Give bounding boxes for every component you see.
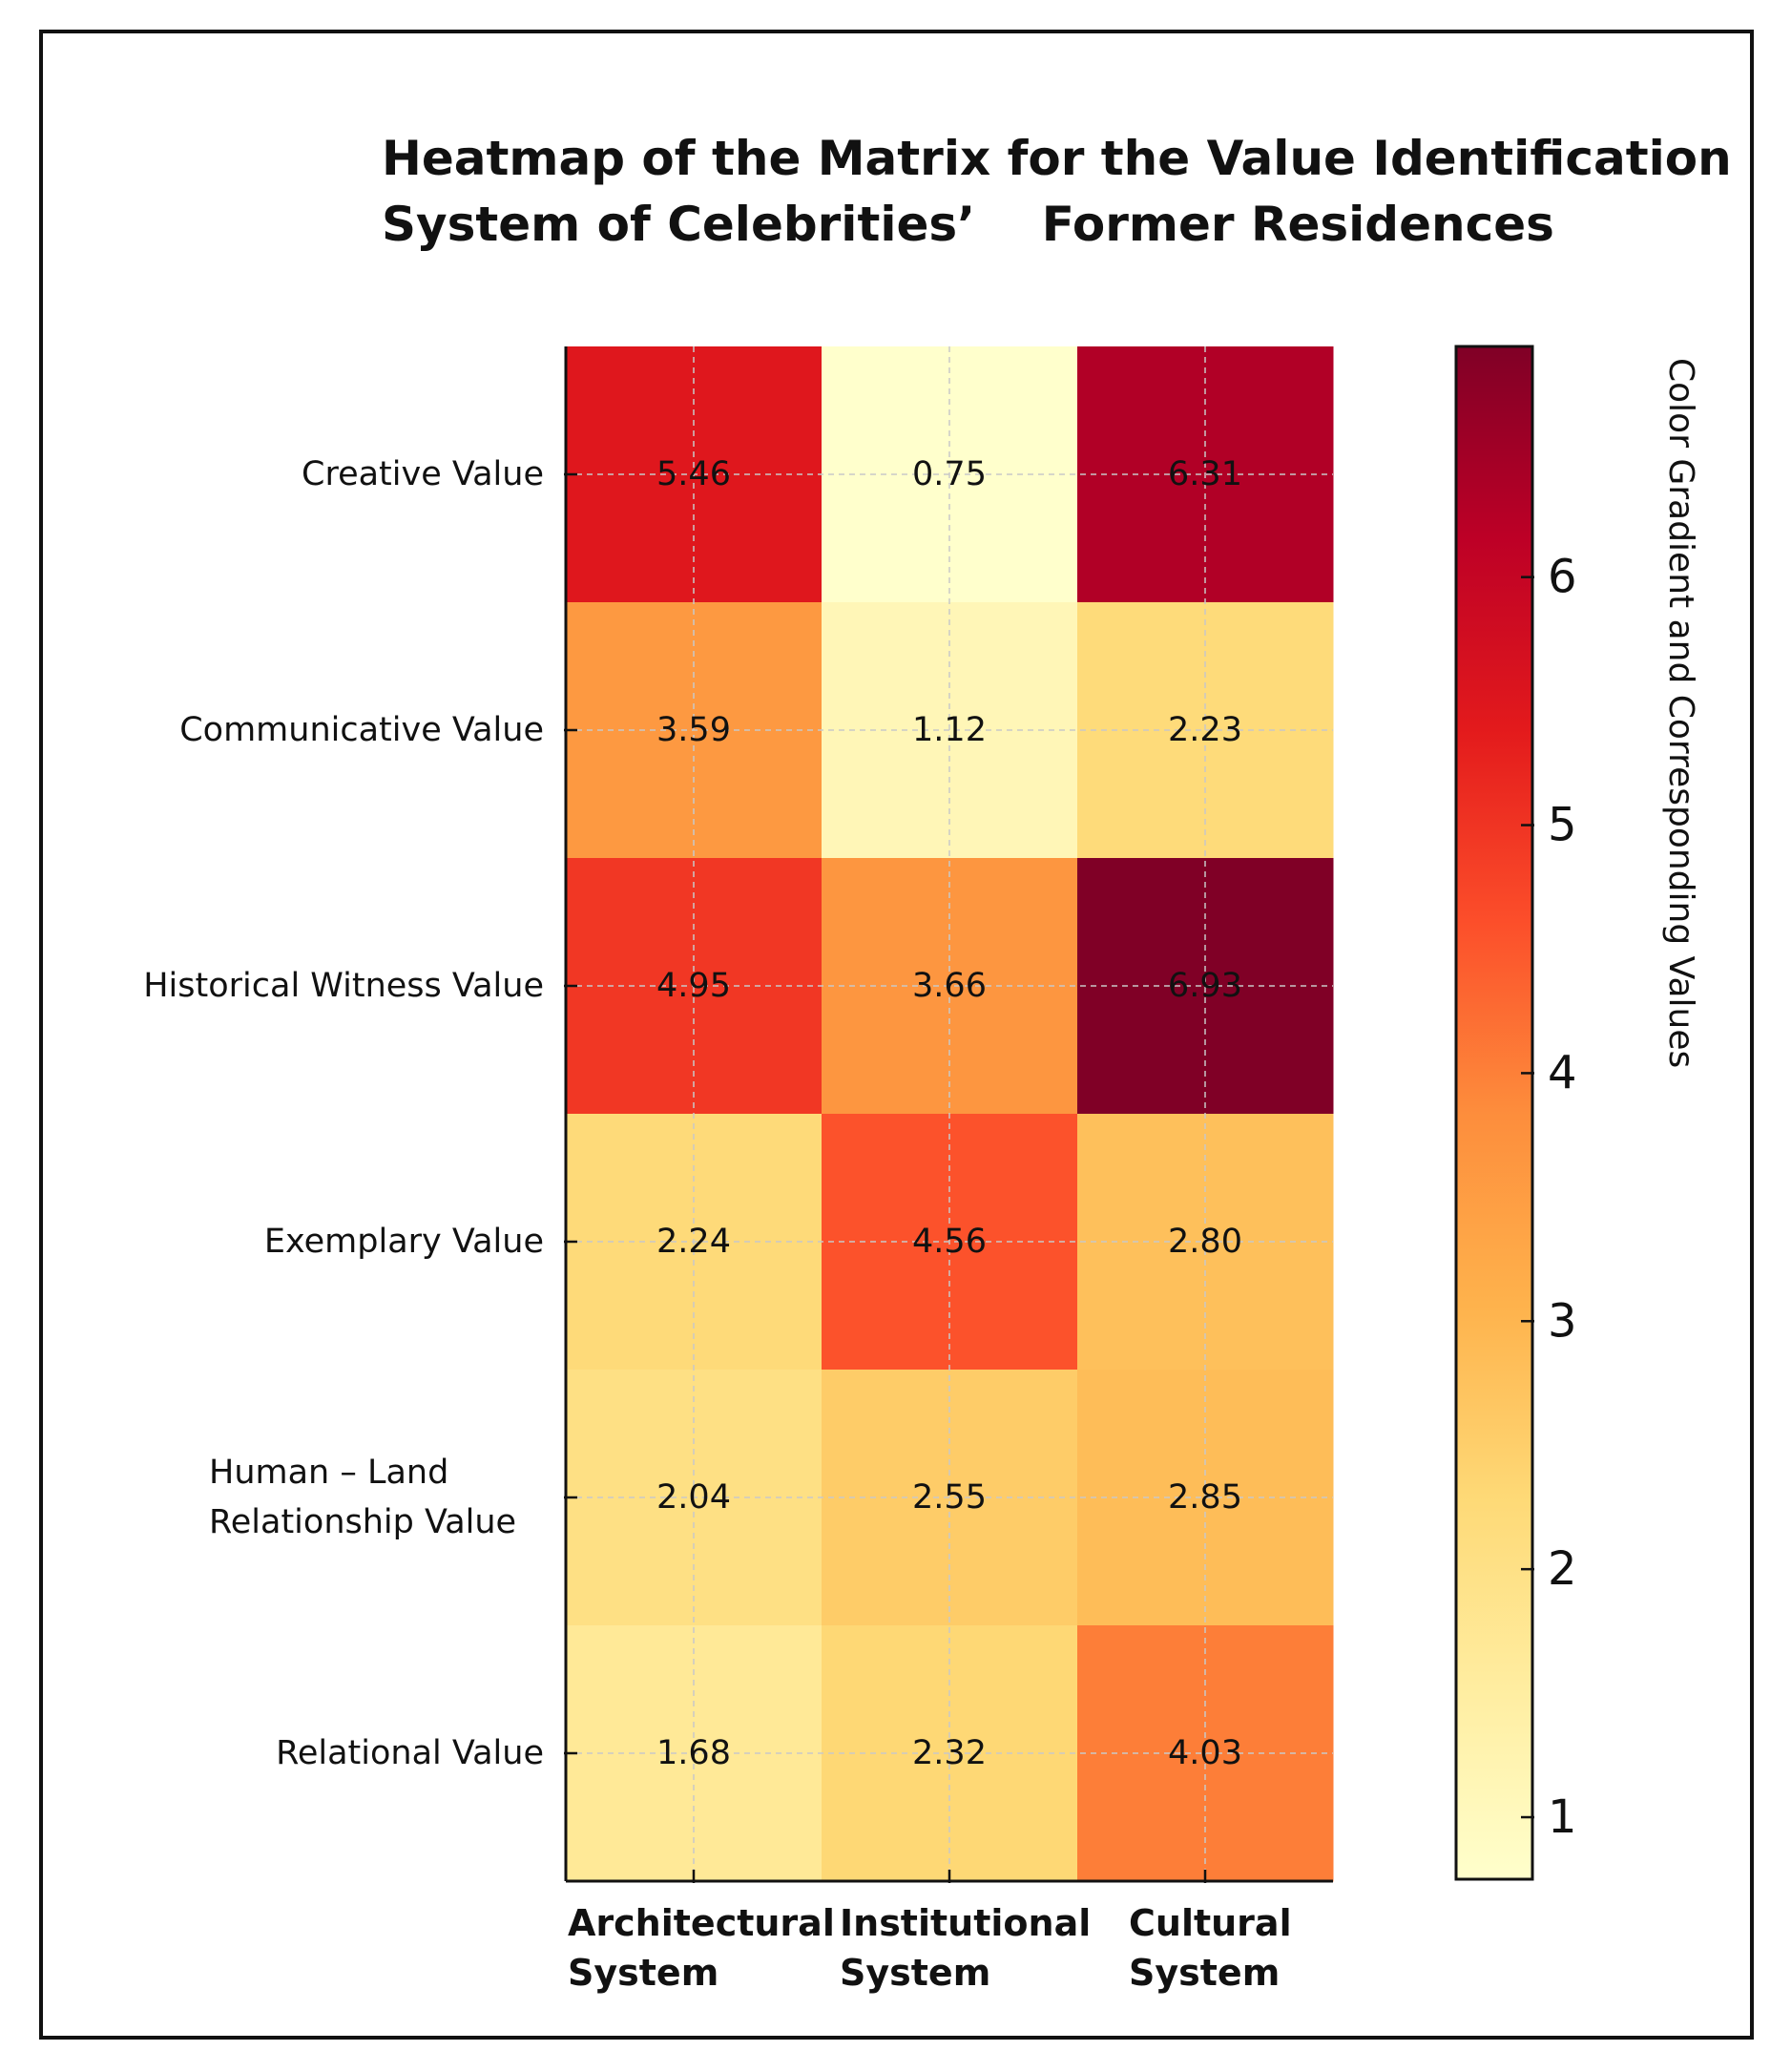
column-label: Cultural System [1129,1902,1292,1994]
colorbar-gradient [1454,345,1534,1881]
row-label: Human – Land Relationship Value [209,1454,516,1541]
column-label-line: Architectural [568,1902,835,1944]
row-label-line: Human – Land [209,1454,448,1492]
colorbar-label: Color Gradient and Corresponding Values [1661,358,1700,1068]
cell-value-label: 1.68 [656,1734,731,1772]
cell-value-label: 2.85 [1168,1478,1242,1517]
chart-title-line: System of Celebrities’ Former Residences [382,197,1554,252]
column-label-line: System [1129,1952,1280,1994]
column-label: Architectural System [568,1902,835,1994]
axes [564,346,1333,1883]
column-label-line: Cultural [1129,1902,1292,1944]
grid-lines [566,346,1333,1881]
row-label: Exemplary Value [264,1223,544,1261]
colorbar-tick-label: 4 [1548,1046,1577,1099]
cell-value-label: 6.93 [1168,967,1242,1005]
cell-value-labels: 5.46 0.75 6.31 3.59 1.12 2.23 4.95 3.66 6.93 2.24… [656,455,1242,1772]
column-label-line: Institutional [840,1902,1091,1944]
cell-value-label: 2.80 [1168,1223,1242,1261]
chart-title: Heatmap of the Matrix for the Value Iden… [382,131,1732,252]
cell-value-label: 1.12 [912,711,987,749]
colorbar: 1 2 3 4 5 6 Color Gradient and Corresponding V… [1454,345,1700,1881]
row-label: Relational Value [276,1734,544,1772]
row-label: Creative Value [302,455,544,493]
row-label: Historical Witness Value [143,967,544,1005]
colorbar-tick-label: 2 [1548,1542,1577,1596]
column-label-line: System [568,1952,718,1994]
column-label: Institutional System [840,1902,1091,1994]
cell-value-label: 5.46 [656,455,731,493]
cell-value-label: 3.66 [912,967,987,1005]
chart-title-line: Heatmap of the Matrix for the Value Iden… [382,131,1732,186]
row-labels: Creative Value Communicative Value Histori… [143,455,544,1772]
cell-value-label: 4.95 [656,967,731,1005]
column-label-line: System [840,1952,990,1994]
colorbar-tick-label: 1 [1548,1790,1577,1844]
cell-value-label: 6.31 [1168,455,1242,493]
cell-value-label: 2.32 [912,1734,987,1772]
row-label-line: Relationship Value [209,1503,516,1541]
colorbar-tick-label: 3 [1548,1294,1577,1348]
colorbar-tick-label: 6 [1548,551,1577,604]
row-label: Communicative Value [179,711,544,749]
cell-value-label: 0.75 [912,455,987,493]
cell-value-label: 4.03 [1168,1734,1242,1772]
cell-value-label: 2.23 [1168,711,1242,749]
cell-value-label: 4.56 [912,1223,987,1261]
cell-value-label: 3.59 [656,711,731,749]
cell-value-label: 2.04 [656,1478,731,1517]
colorbar-tick-label: 5 [1548,799,1577,852]
cell-value-label: 2.55 [912,1478,987,1517]
cell-value-label: 2.24 [656,1223,731,1261]
